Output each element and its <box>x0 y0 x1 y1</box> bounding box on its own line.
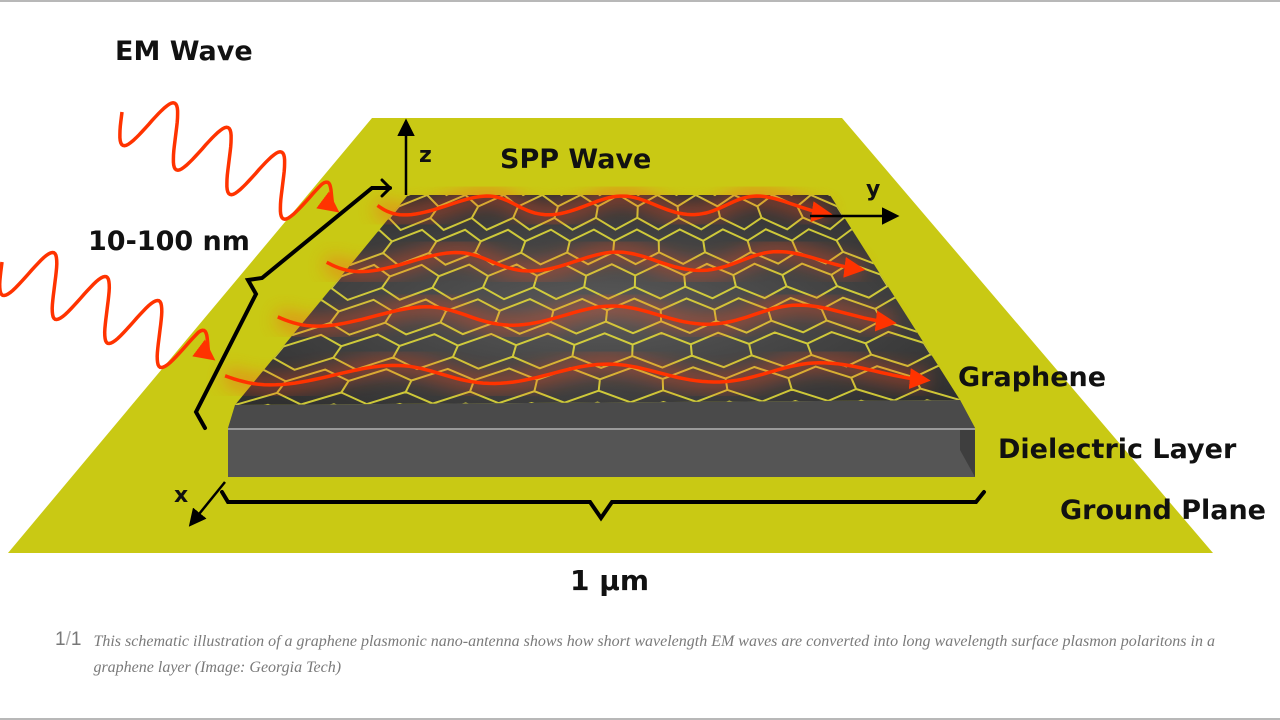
thickness-brace <box>193 178 393 430</box>
image-index: 1 <box>55 629 66 650</box>
thickness-label: 10-100 nm <box>88 226 250 257</box>
spp-wave-3 <box>277 303 897 332</box>
graphene-antenna-diagram: EM Wave SPP Wave 10-100 nm 1 µm Graphene… <box>0 36 1266 597</box>
dielectric-layer <box>228 428 975 477</box>
em-wave-2 <box>0 250 216 370</box>
axis-x-label: x <box>174 483 188 508</box>
spp-waves <box>222 187 931 393</box>
x-axis-arrow <box>188 481 226 527</box>
em-waves <box>0 101 340 370</box>
spp-wave-2 <box>325 249 866 278</box>
spp-wave-label: SPP Wave <box>500 144 651 175</box>
graphene-sheet-front <box>228 400 975 428</box>
spp-wave-1 <box>376 194 833 223</box>
axis-z-label: z <box>419 143 432 168</box>
em-wave-label: EM Wave <box>115 36 253 67</box>
axes <box>188 118 900 527</box>
em-wave-1 <box>118 101 340 221</box>
image-total: 1 <box>70 629 82 650</box>
ground-plane-label: Ground Plane <box>1060 495 1266 526</box>
width-brace <box>220 490 986 522</box>
image-caption: This schematic illustration of a graphen… <box>93 633 1215 676</box>
caption-bar: 1/1 This schematic illustration of a gra… <box>55 628 1235 681</box>
dielectric-label: Dielectric Layer <box>998 434 1237 465</box>
graphene-label: Graphene <box>958 362 1106 393</box>
image-counter: 1/1 <box>55 629 82 650</box>
axis-y-label: y <box>866 177 880 202</box>
width-label: 1 µm <box>570 564 649 597</box>
spp-wave-4 <box>224 361 931 390</box>
